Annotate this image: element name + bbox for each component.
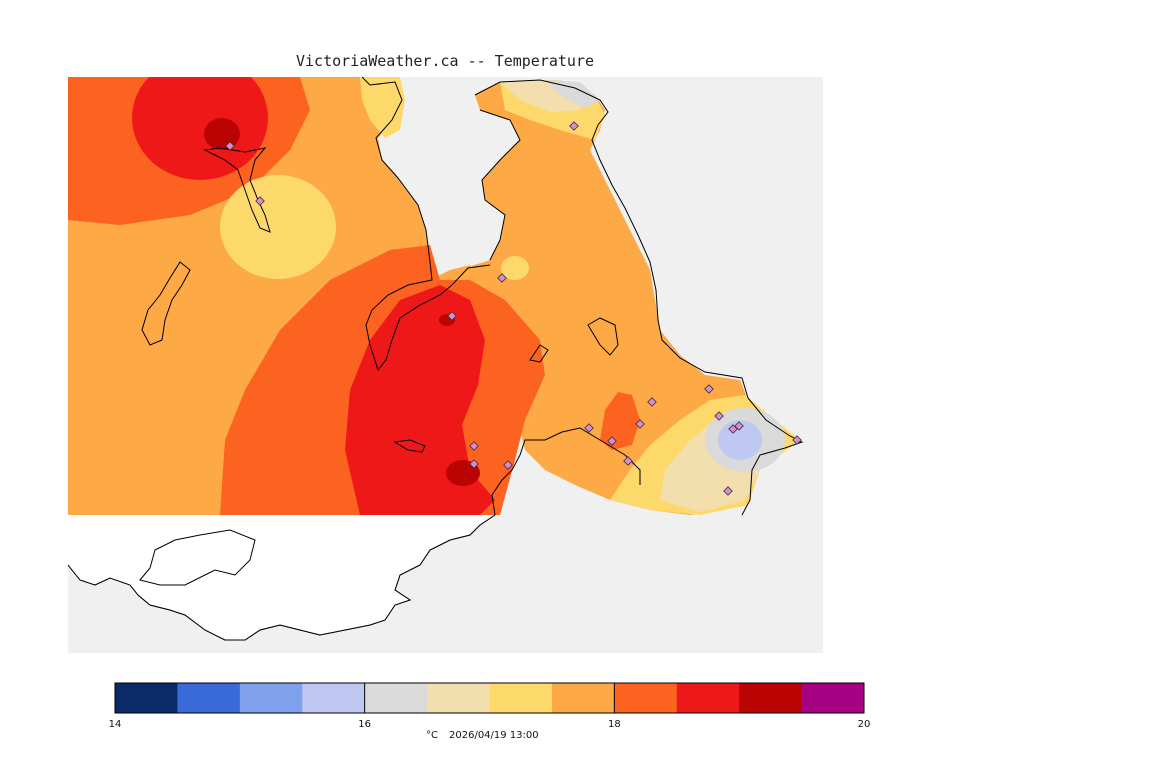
station-marker[interactable] (469, 459, 479, 469)
land-area (68, 77, 800, 515)
legend-swatch (364, 683, 428, 713)
station-marker[interactable] (792, 435, 802, 445)
south-land-outline (67, 514, 496, 641)
station-marker[interactable] (623, 456, 633, 466)
station-marker[interactable] (607, 436, 617, 446)
contour-red-central (345, 285, 495, 515)
legend-unit: °C (426, 730, 438, 741)
coastline-west (361, 76, 491, 372)
contour-yellow-bay (501, 256, 529, 280)
station-marker[interactable] (569, 121, 579, 131)
lake-central-south (393, 439, 426, 453)
legend-tick-label: 18 (608, 719, 621, 730)
legend-swatch (427, 683, 490, 713)
contour-yellow-north (360, 77, 405, 138)
lake-northwest (203, 147, 271, 233)
legend-ticks: 14 16 18 20 (109, 683, 871, 730)
coastline-south-inner (491, 427, 641, 516)
legend-bar (115, 683, 865, 713)
legend-swatch (239, 683, 303, 713)
station-marker[interactable] (704, 384, 714, 394)
coastline-northeast-inlet (479, 109, 521, 261)
station-marker[interactable] (647, 397, 657, 407)
legend-tick-label: 20 (858, 719, 871, 730)
legend-swatch (489, 683, 553, 713)
legend-swatch (302, 683, 366, 713)
station-marker[interactable] (469, 441, 479, 451)
station-marker[interactable] (497, 273, 507, 283)
station-marker[interactable] (225, 141, 235, 151)
station-marker[interactable] (734, 421, 744, 431)
legend-tick-label: 16 (358, 719, 371, 730)
station-marker[interactable] (584, 423, 594, 433)
legend-swatch (551, 683, 615, 713)
contour-orange-east (600, 392, 640, 450)
station-marker[interactable] (723, 486, 733, 496)
legend-swatch (177, 683, 241, 713)
lake-east-2 (529, 344, 549, 363)
legend-swatch (614, 683, 678, 713)
lake-west-island (141, 261, 191, 346)
contour-lightblue-east (718, 420, 762, 460)
contour-red-northwest (132, 77, 268, 180)
legend-swatch (739, 683, 803, 713)
legend-swatch (676, 683, 740, 713)
contour-grey-northeast (545, 80, 600, 108)
coastline-east-peninsula (474, 79, 804, 516)
station-markers (225, 121, 802, 496)
legend-timestamp: 2026/04/19 13:00 (449, 730, 539, 741)
legend-swatch (801, 683, 865, 713)
map-title: VictoriaWeather.ca -- Temperature (295, 52, 594, 70)
station-marker[interactable] (255, 196, 265, 206)
lake-east-1 (587, 317, 619, 356)
contour-darkred-central-south (446, 460, 480, 486)
legend-swatch (115, 683, 178, 713)
station-marker[interactable] (635, 419, 645, 429)
station-marker[interactable] (503, 460, 513, 470)
station-marker[interactable] (714, 411, 724, 421)
legend-tick-label: 14 (109, 719, 122, 730)
contour-darkred-northwest (204, 118, 240, 150)
station-marker[interactable] (447, 311, 457, 321)
south-land-inlet (139, 529, 256, 586)
